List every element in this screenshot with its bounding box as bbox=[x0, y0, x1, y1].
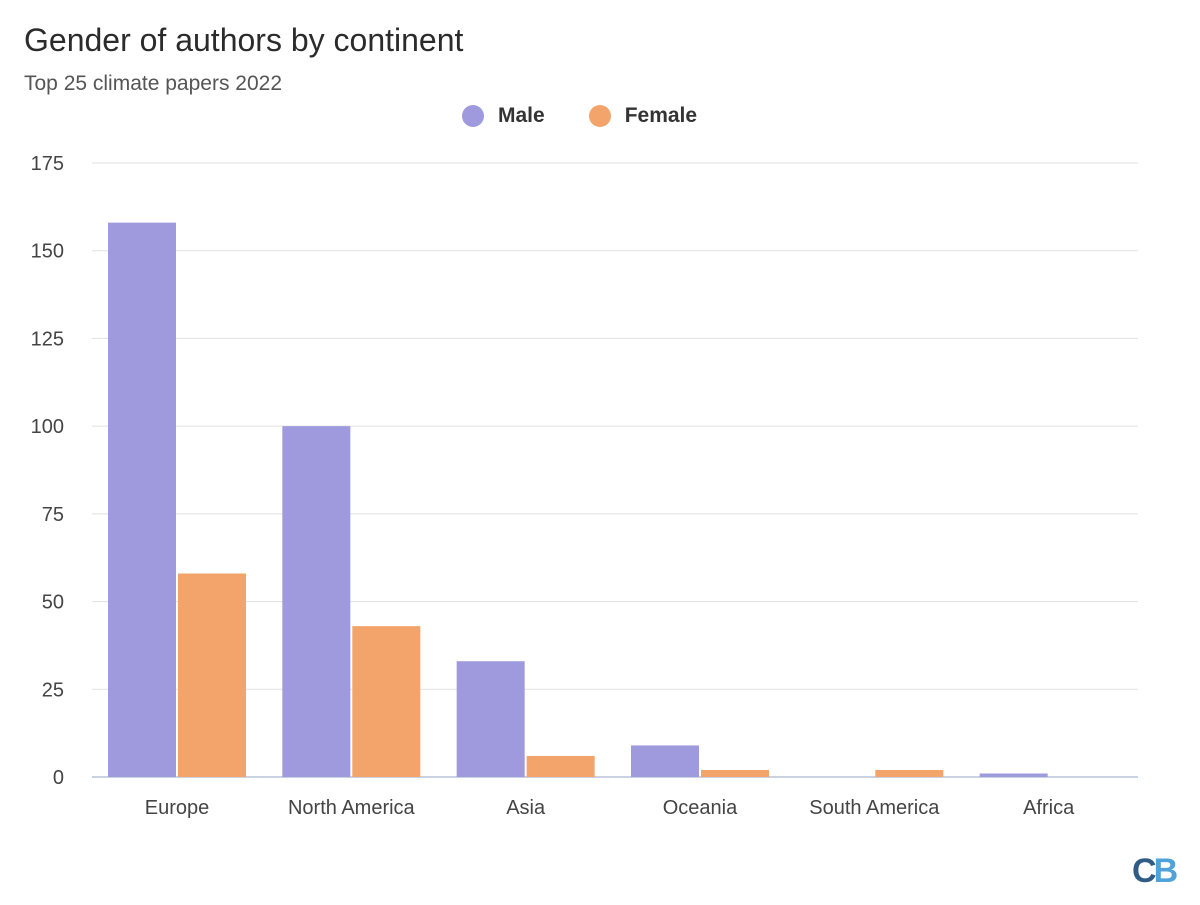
legend-swatch-male bbox=[462, 105, 484, 127]
y-tick-label-0: 0 bbox=[53, 767, 64, 789]
bar-asia-male bbox=[456, 661, 525, 777]
bar-oceania-male bbox=[631, 745, 699, 777]
y-tick-label-25: 25 bbox=[42, 679, 64, 701]
bar-south-america-female bbox=[875, 769, 944, 777]
logo-letter-c: C bbox=[1132, 852, 1157, 890]
chart-subtitle: Top 25 climate papers 2022 bbox=[24, 72, 282, 95]
y-tick-label-100: 100 bbox=[31, 416, 64, 438]
chart-title: Gender of authors by continent bbox=[24, 22, 464, 58]
legend-item-male[interactable]: Male bbox=[462, 104, 545, 128]
legend-label-male: Male bbox=[498, 104, 545, 127]
x-tick-label-africa: Africa bbox=[1023, 797, 1075, 819]
bar-north-america-female bbox=[352, 626, 421, 777]
y-tick-label-175: 175 bbox=[31, 153, 64, 175]
bar-north-america-male bbox=[282, 426, 351, 777]
bar-oceania-female bbox=[701, 769, 769, 777]
x-tick-label-oceania: Oceania bbox=[663, 797, 738, 819]
bar-asia-female bbox=[526, 755, 595, 777]
bar-europe-male bbox=[108, 222, 176, 777]
logo-letter-b: B bbox=[1153, 852, 1179, 890]
x-tick-label-asia: Asia bbox=[506, 797, 546, 819]
legend-swatch-female bbox=[588, 105, 611, 127]
bar-africa-male bbox=[979, 773, 1048, 777]
y-tick-label-150: 150 bbox=[31, 241, 64, 263]
legend-item-female[interactable]: Female bbox=[588, 104, 698, 128]
x-tick-label-north-america: North America bbox=[288, 797, 416, 819]
carbon-brief-logo: CB bbox=[1132, 852, 1179, 891]
bar-europe-female bbox=[178, 573, 246, 777]
y-tick-label-50: 50 bbox=[42, 592, 64, 614]
legend: Male Female bbox=[462, 104, 741, 128]
x-tick-label-south-america: South America bbox=[809, 797, 940, 819]
y-tick-label-125: 125 bbox=[31, 328, 64, 350]
y-tick-label-75: 75 bbox=[42, 504, 64, 526]
x-tick-label-europe: Europe bbox=[145, 797, 210, 819]
legend-label-female: Female bbox=[624, 104, 698, 127]
